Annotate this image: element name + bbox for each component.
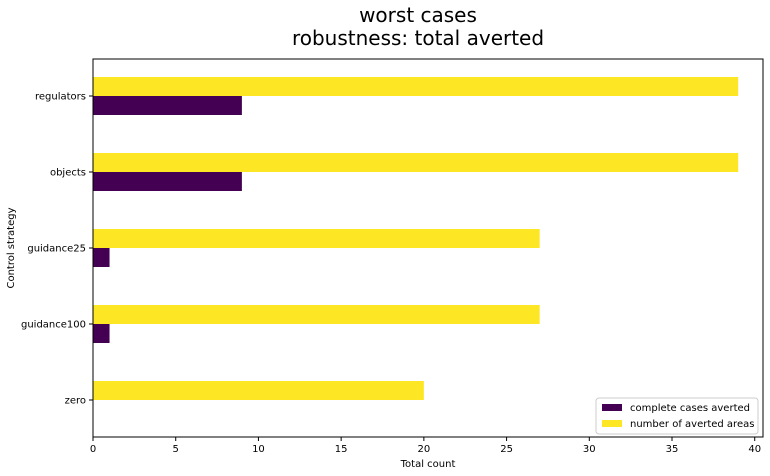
bars-layer — [93, 77, 739, 400]
y-tick-label-zero: zero — [65, 396, 86, 407]
bar-number-of-averted-areas-objects — [93, 153, 739, 172]
legend-label-complete-cases: complete cases averted — [630, 403, 750, 414]
legend-swatch-complete-cases — [602, 404, 622, 411]
legend: complete cases averted number of averted… — [595, 397, 759, 435]
x-axis-ticks: 0 5 10 15 20 25 30 35 40 — [90, 437, 761, 455]
legend-box — [595, 397, 759, 435]
x-tick-label-10: 10 — [252, 444, 265, 455]
legend-label-averted-areas: number of averted areas — [630, 419, 754, 430]
y-tick-label-guidance25: guidance25 — [27, 244, 86, 255]
legend-swatch-averted-areas — [602, 420, 622, 427]
x-tick-label-40: 40 — [748, 444, 761, 455]
bar-number-of-averted-areas-guidance25 — [93, 229, 540, 248]
bar-number-of-averted-areas-zero — [93, 381, 424, 400]
x-axis-label: Total count — [400, 459, 456, 470]
bar-complete-cases-averted-objects — [93, 172, 242, 191]
y-axis-label: Control strategy — [6, 207, 17, 288]
x-tick-label-5: 5 — [173, 444, 179, 455]
x-tick-label-30: 30 — [583, 444, 596, 455]
bar-complete-cases-averted-guidance100 — [93, 324, 110, 343]
y-tick-label-objects: objects — [50, 168, 86, 179]
bar-number-of-averted-areas-guidance100 — [93, 305, 540, 324]
x-tick-label-25: 25 — [500, 444, 513, 455]
y-tick-label-guidance100: guidance100 — [21, 320, 86, 331]
bar-complete-cases-averted-guidance25 — [93, 248, 110, 267]
x-tick-label-35: 35 — [666, 444, 679, 455]
chart-subtitle: robustness: total averted — [292, 26, 544, 50]
y-axis-ticks: zero guidance100 guidance25 objects regulato… — [21, 92, 93, 407]
x-tick-label-0: 0 — [90, 444, 96, 455]
bar-complete-cases-averted-regulators — [93, 96, 242, 115]
bar-number-of-averted-areas-regulators — [93, 77, 739, 96]
x-tick-label-20: 20 — [417, 444, 430, 455]
x-tick-label-15: 15 — [335, 444, 348, 455]
chart-title: worst cases — [359, 3, 477, 27]
y-tick-label-regulators: regulators — [35, 92, 86, 103]
